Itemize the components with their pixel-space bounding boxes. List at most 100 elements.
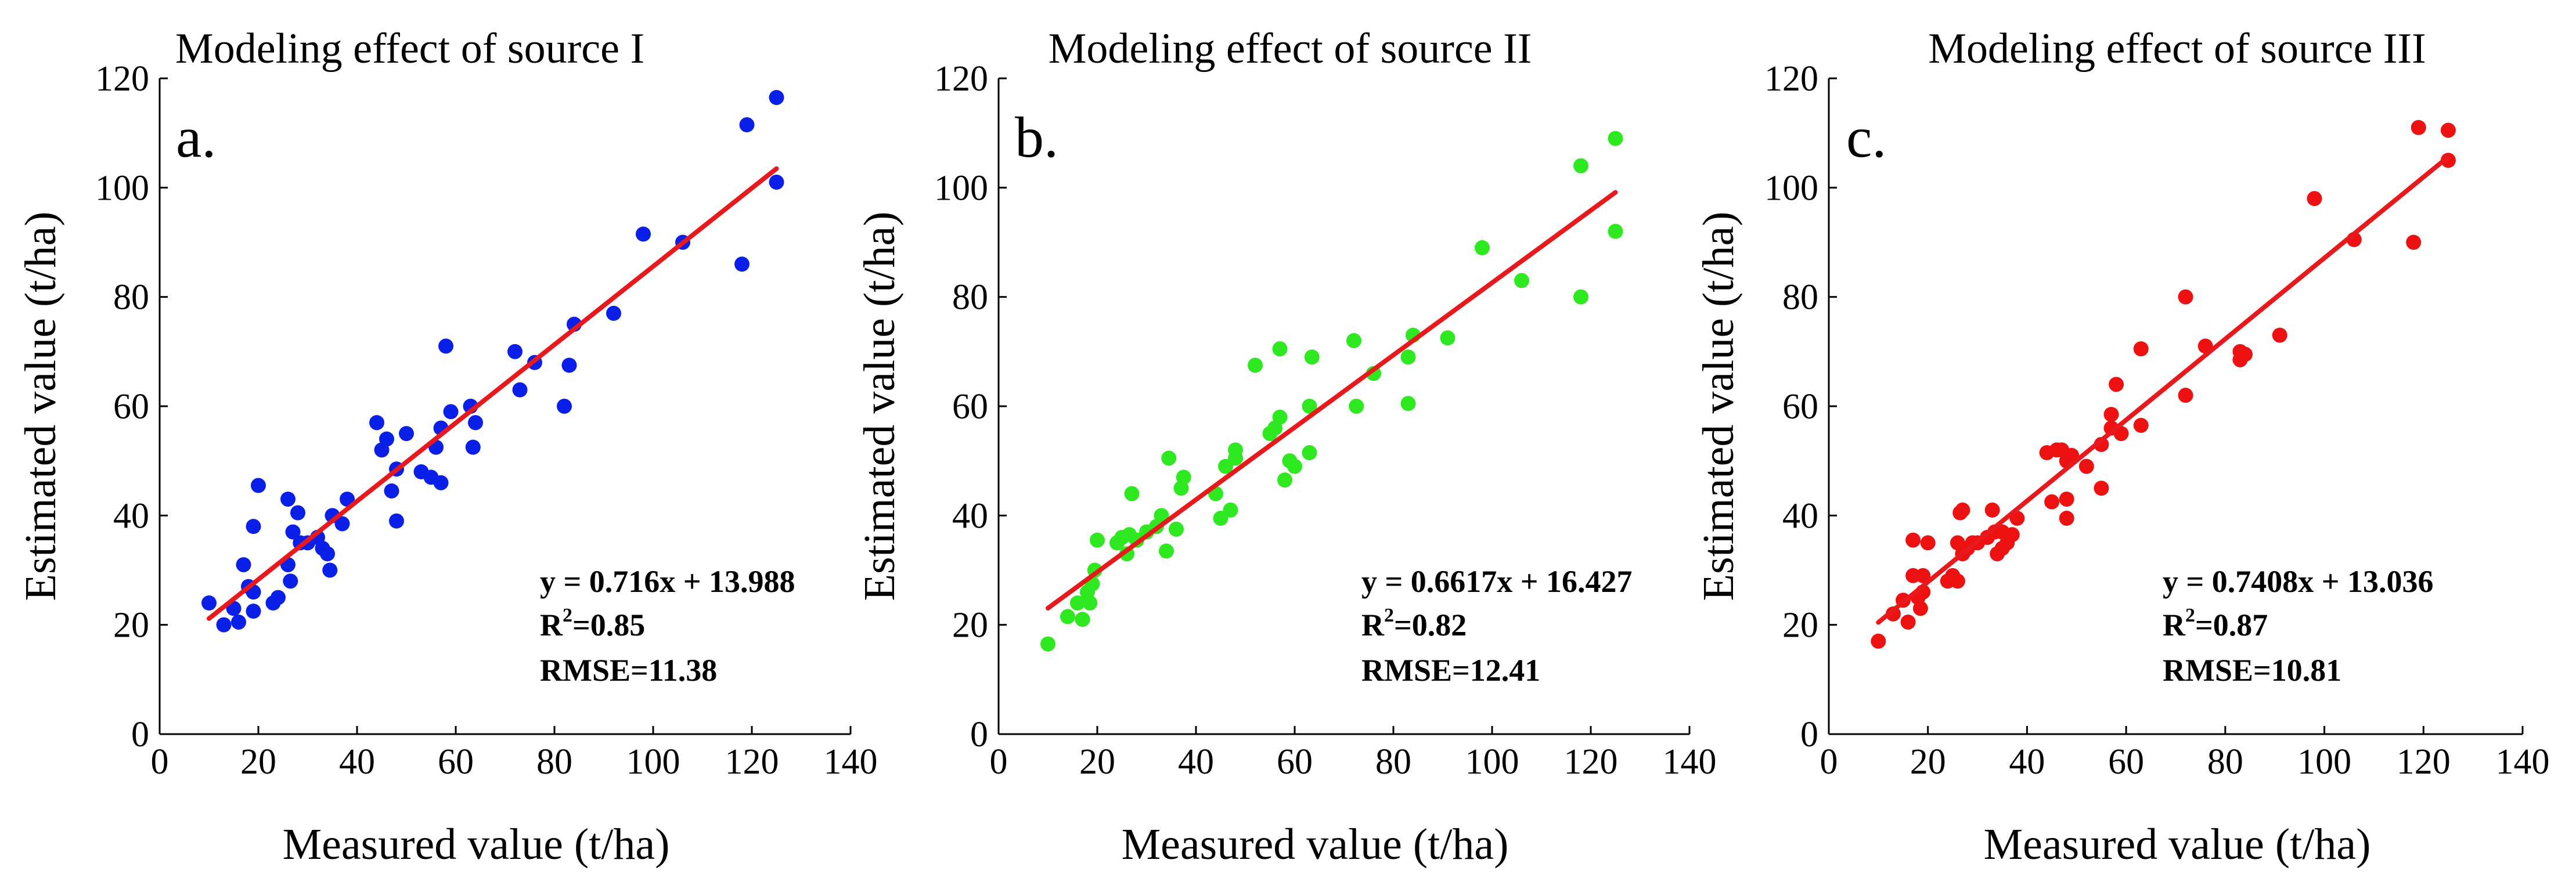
data-point	[561, 357, 577, 373]
y-tick-label: 100	[1764, 168, 1818, 208]
data-point	[1060, 609, 1075, 624]
y-tick-label: 60	[113, 387, 149, 427]
data-point	[389, 513, 404, 529]
data-point	[1400, 349, 1416, 365]
x-tick-label: 120	[725, 742, 779, 782]
y-tick-label: 20	[952, 606, 988, 645]
y-tick-label: 80	[952, 278, 988, 317]
data-point	[438, 338, 453, 354]
x-tick-label: 120	[1564, 742, 1618, 782]
regression-line	[207, 166, 779, 621]
x-tick-label: 80	[2207, 742, 2243, 782]
data-point	[320, 546, 335, 562]
x-tick-label: 40	[2009, 742, 2045, 782]
data-point	[769, 174, 784, 190]
data-point	[2178, 289, 2193, 305]
x-axis-label: Measured value (t/ha)	[283, 820, 670, 869]
x-tick-label: 140	[2496, 742, 2550, 782]
rmse: RMSE=12.41	[1361, 653, 1540, 688]
data-point	[1346, 333, 1361, 348]
data-point	[2406, 234, 2422, 250]
y-tick-label: 40	[1782, 496, 1818, 536]
data-point	[216, 617, 232, 633]
x-tick-label: 120	[2397, 742, 2451, 782]
data-point	[2272, 327, 2287, 343]
data-point	[465, 439, 481, 455]
data-point	[1090, 532, 1105, 548]
r-squared: R2=0.82	[1361, 605, 1467, 642]
data-point	[2103, 407, 2119, 422]
x-tick-label: 100	[2297, 742, 2351, 782]
data-point	[1082, 595, 1098, 611]
data-point	[251, 478, 266, 493]
data-point	[1075, 612, 1090, 627]
data-point	[1228, 442, 1243, 458]
data-point	[369, 415, 384, 431]
data-point	[2440, 153, 2456, 168]
data-point	[1176, 469, 1191, 485]
data-point	[2440, 122, 2456, 138]
data-point	[2178, 388, 2193, 403]
x-tick-label: 140	[824, 742, 878, 782]
data-point	[1277, 472, 1292, 488]
data-point	[384, 483, 399, 499]
y-tick-label: 80	[113, 278, 149, 317]
r2-prefix: R	[2163, 608, 2186, 642]
data-point	[606, 305, 621, 321]
regression-equation: y = 0.7408x + 13.036	[2163, 564, 2434, 599]
data-point	[246, 604, 261, 619]
data-point	[2133, 417, 2149, 433]
data-point	[236, 557, 251, 573]
data-point	[2059, 511, 2074, 526]
data-point	[246, 519, 261, 534]
rmse: RMSE=10.81	[2163, 653, 2341, 688]
data-point	[1169, 521, 1184, 537]
x-tick-label: 40	[1178, 742, 1214, 782]
data-point	[2059, 492, 2074, 507]
x-tick-label: 140	[1663, 742, 1717, 782]
data-point	[1573, 158, 1588, 174]
data-point	[1871, 633, 1886, 649]
data-point	[1984, 502, 2000, 518]
data-point	[2109, 377, 2124, 392]
data-point	[468, 415, 483, 431]
data-point	[1440, 330, 1455, 346]
data-point	[2411, 120, 2426, 135]
data-point	[2078, 458, 2094, 474]
data-point	[1349, 399, 1364, 414]
data-point	[1302, 445, 1317, 461]
x-tick-label: 60	[1277, 742, 1313, 782]
data-point	[1608, 131, 1623, 146]
data-point	[1950, 573, 1965, 589]
chart-title: Modeling effect of source I	[175, 25, 644, 73]
r2-prefix: R	[1361, 608, 1385, 642]
data-point	[1573, 289, 1588, 305]
y-axis-label: Estimated value (t/ha)	[855, 211, 904, 601]
data-point	[739, 117, 755, 133]
r2-prefix: R	[540, 608, 563, 642]
x-tick-label: 0	[151, 742, 169, 782]
data-point	[1608, 223, 1623, 239]
x-tick-label: 80	[536, 742, 572, 782]
r2-value: =0.87	[2195, 608, 2268, 642]
data-point	[443, 404, 459, 420]
y-tick-label: 0	[970, 715, 988, 754]
data-point	[283, 573, 298, 589]
data-point	[399, 426, 414, 442]
data-point	[1900, 614, 1916, 630]
x-axis-label: Measured value (t/ha)	[1984, 820, 2371, 869]
data-point	[1287, 458, 1302, 474]
chart-title: Modeling effect of source III	[1928, 25, 2426, 73]
rmse: RMSE=11.38	[540, 653, 717, 688]
data-point	[1955, 502, 1970, 518]
panel-source-i: Modeling effect of source I a. Measured …	[16, 25, 878, 869]
r2-superscript: 2	[2185, 605, 2195, 626]
y-tick-label: 120	[934, 59, 988, 99]
y-tick-label: 20	[1782, 606, 1818, 645]
data-point	[1154, 508, 1169, 523]
data-point	[2238, 346, 2253, 362]
panel-label: b.	[1015, 105, 1058, 169]
y-tick-label: 40	[952, 496, 988, 536]
r2-superscript: 2	[1384, 605, 1394, 626]
